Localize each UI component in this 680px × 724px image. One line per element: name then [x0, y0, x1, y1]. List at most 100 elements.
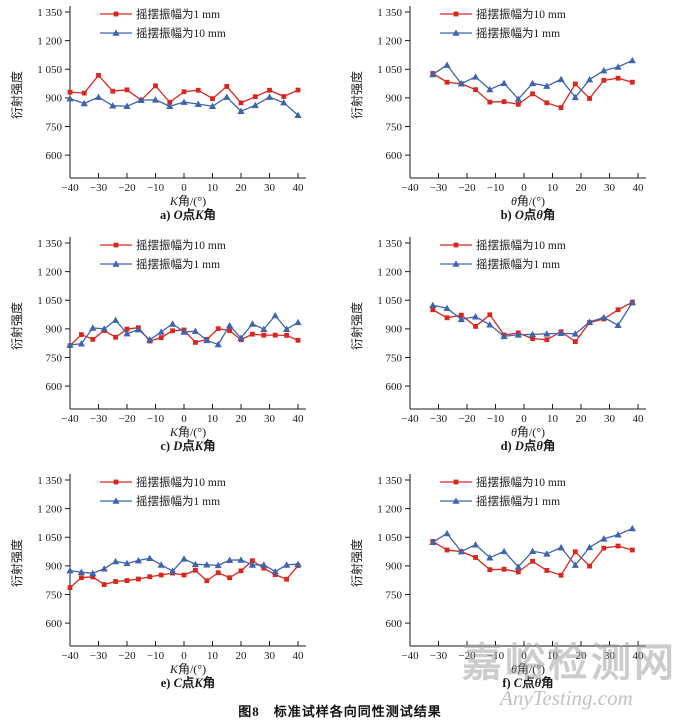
- x-tick-label: 20: [236, 182, 248, 194]
- y-tick-label: 1 350: [377, 238, 402, 250]
- marker-square-icon: [101, 582, 107, 587]
- x-tick-label: 20: [236, 650, 248, 662]
- marker-triangle-icon: [151, 96, 160, 103]
- x-tick-label: 10: [207, 182, 219, 194]
- marker-triangle-icon: [294, 111, 302, 119]
- marker-square-icon: [81, 90, 87, 96]
- marker-square-icon: [90, 336, 96, 342]
- y-tick-label: 1 200: [377, 35, 402, 47]
- marker-square-icon: [587, 563, 592, 569]
- y-tick-label: 1 350: [37, 475, 62, 487]
- series-blue: [429, 56, 636, 102]
- marker-triangle-icon: [429, 301, 437, 309]
- marker-triangle-icon: [166, 102, 174, 110]
- marker-triangle-icon: [543, 330, 551, 337]
- legend-label: 摇摆振幅为10 mm: [476, 238, 566, 252]
- axes: [405, 6, 646, 179]
- x-tick-label: −30: [430, 413, 448, 425]
- legend-item: 摇摆振幅为10 mm: [440, 475, 566, 489]
- chart-b-o-point-theta-angle: 600 750 900 1 050 1 200 1 350 −40 −30 −20 −10 0 10 2…: [349, 6, 646, 222]
- marker-square-icon: [453, 479, 459, 485]
- marker-triangle-icon: [528, 330, 537, 338]
- x-tick-label: 40: [293, 650, 305, 662]
- series-red: [67, 72, 301, 106]
- x-tick-label: 30: [264, 650, 276, 662]
- marker-triangle-icon: [429, 70, 437, 78]
- y-tick-label: 750: [386, 121, 403, 133]
- marker-triangle-icon: [500, 332, 508, 340]
- y-tick-label: 1 350: [37, 7, 62, 19]
- x-tick-label: −10: [147, 650, 165, 662]
- marker-square-icon: [79, 575, 84, 581]
- marker-triangle-icon: [157, 561, 165, 568]
- marker-square-icon: [295, 337, 301, 343]
- chart-subtitle: b) O点θ角: [501, 207, 556, 222]
- marker-square-icon: [587, 96, 592, 101]
- marker-triangle-icon: [203, 561, 211, 568]
- marker-square-icon: [572, 339, 578, 345]
- marker-triangle-icon: [294, 560, 302, 567]
- x-tick-label: −10: [487, 650, 505, 662]
- marker-square-icon: [544, 568, 550, 573]
- y-tick-label: 900: [386, 324, 403, 336]
- marker-square-icon: [544, 337, 550, 343]
- marker-square-icon: [487, 567, 493, 573]
- chart-root: 600 750 900 1 050 1 200 1 350 −40 −30 −20 −10 0 10 2…: [9, 237, 306, 453]
- marker-triangle-icon: [248, 320, 257, 327]
- x-tick-label: 10: [547, 182, 559, 194]
- marker-triangle-icon: [180, 328, 188, 335]
- marker-triangle-icon: [66, 567, 74, 574]
- marker-square-icon: [250, 558, 255, 564]
- marker-triangle-icon: [89, 569, 97, 577]
- x-tick-label: −30: [90, 650, 108, 662]
- marker-triangle-icon: [208, 102, 217, 110]
- marker-square-icon: [284, 576, 290, 582]
- x-tick-label: 0: [521, 650, 527, 662]
- series-blue: [429, 298, 636, 340]
- marker-triangle-icon: [260, 561, 268, 568]
- marker-triangle-icon: [283, 325, 291, 333]
- marker-triangle-icon: [137, 96, 145, 103]
- chart-subtitle: f) C点θ角: [502, 675, 553, 690]
- x-tick-label: −40: [401, 413, 419, 425]
- marker-triangle-icon: [237, 107, 245, 115]
- marker-square-icon: [250, 331, 255, 337]
- marker-square-icon: [124, 326, 130, 332]
- marker-square-icon: [281, 94, 287, 99]
- marker-triangle-icon: [112, 497, 120, 504]
- legend-item: 摇摆振幅为10 mm: [100, 475, 226, 489]
- x-tick-label: −30: [90, 413, 108, 425]
- marker-square-icon: [210, 96, 215, 102]
- marker-square-icon: [453, 242, 459, 248]
- marker-triangle-icon: [214, 340, 222, 348]
- marker-triangle-icon: [528, 79, 537, 87]
- marker-triangle-icon: [123, 330, 131, 337]
- marker-square-icon: [601, 545, 607, 551]
- y-tick-label: 1 350: [377, 475, 402, 487]
- marker-square-icon: [113, 479, 119, 485]
- marker-triangle-icon: [112, 316, 120, 323]
- marker-triangle-icon: [100, 325, 108, 332]
- x-tick-label: −20: [458, 650, 476, 662]
- x-axis-title: K角/(°): [169, 662, 206, 676]
- marker-square-icon: [515, 569, 521, 575]
- x-tick-label: 40: [293, 413, 305, 425]
- x-tick-label: 20: [576, 413, 588, 425]
- chart-subtitle: a) O点K角: [160, 207, 216, 222]
- marker-square-icon: [284, 332, 290, 338]
- marker-square-icon: [261, 565, 267, 571]
- x-tick-label: −40: [61, 650, 79, 662]
- chart-c-d-point-k-angle: 600 750 900 1 050 1 200 1 350 −40 −30 −20 −10 0 10 2…: [9, 237, 306, 453]
- marker-triangle-icon: [157, 328, 165, 335]
- marker-square-icon: [615, 75, 621, 81]
- marker-square-icon: [430, 307, 436, 313]
- marker-triangle-icon: [89, 324, 97, 331]
- y-axis-title: 衍射强度: [9, 539, 24, 587]
- marker-square-icon: [530, 91, 535, 97]
- y-tick-label: 1 050: [377, 532, 402, 544]
- marker-triangle-icon: [628, 298, 636, 306]
- marker-square-icon: [224, 84, 230, 89]
- marker-triangle-icon: [443, 529, 451, 537]
- series-red: [430, 71, 635, 110]
- marker-triangle-icon: [600, 66, 608, 74]
